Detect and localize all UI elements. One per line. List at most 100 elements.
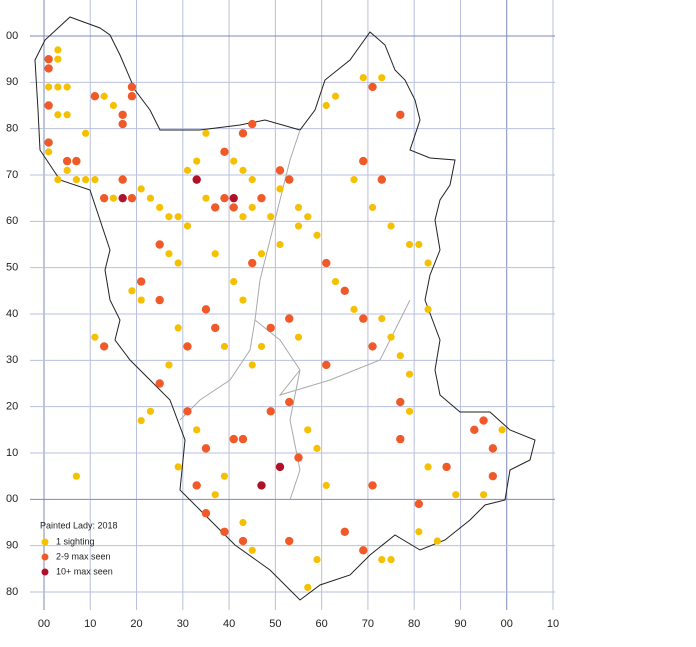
- record-dot: [54, 46, 62, 54]
- record-dot: [118, 193, 127, 203]
- record-dot: [387, 222, 395, 230]
- record-dot: [424, 259, 432, 267]
- x-tick-label: 40: [223, 618, 235, 630]
- record-dot: [359, 74, 367, 82]
- record-dot: [174, 324, 182, 332]
- record-dot: [220, 527, 229, 536]
- record-dot: [479, 416, 488, 425]
- record-dot: [267, 213, 275, 221]
- record-dot: [294, 203, 303, 212]
- record-dot: [331, 92, 340, 100]
- legend-label: 1 sighting: [56, 536, 95, 546]
- x-tick-label: 20: [130, 618, 142, 630]
- y-tick-label: 60: [6, 215, 18, 227]
- record-dot: [136, 277, 146, 286]
- record-dot: [248, 119, 257, 129]
- record-dot: [488, 471, 498, 481]
- record-dot: [183, 407, 192, 416]
- record-dot: [202, 129, 210, 137]
- record-dot: [44, 101, 53, 110]
- record-dot: [257, 250, 266, 258]
- record-dot: [201, 509, 211, 518]
- record-dot: [304, 213, 312, 221]
- record-dot: [146, 194, 155, 202]
- record-dot: [322, 101, 330, 110]
- x-tick-label: 10: [547, 618, 559, 630]
- record-dot: [137, 185, 145, 193]
- y-tick-label: 70: [6, 169, 18, 181]
- legend-label: 2-9 max seen: [56, 551, 111, 561]
- record-dot: [266, 407, 275, 416]
- y-tick-label: 10: [6, 447, 18, 459]
- record-dot: [44, 64, 53, 73]
- record-dot: [128, 287, 136, 295]
- x-tick-label: 00: [38, 618, 50, 630]
- record-dot: [248, 203, 256, 212]
- y-tick-label: 30: [6, 354, 18, 366]
- grid: [30, 0, 555, 610]
- record-dot: [202, 194, 210, 202]
- y-tick-label: 90: [6, 540, 18, 552]
- record-dot: [229, 203, 238, 212]
- record-dot: [127, 82, 137, 92]
- y-tick-label: 20: [6, 401, 18, 413]
- record-dot: [239, 166, 247, 174]
- record-dot: [174, 463, 182, 471]
- record-dot: [248, 546, 256, 554]
- y-tick-label: 00: [6, 30, 18, 42]
- record-dot: [62, 156, 72, 166]
- record-dot: [45, 83, 53, 91]
- y-tick-label: 50: [6, 262, 18, 274]
- legend-label: 10+ max seen: [56, 566, 113, 576]
- record-dot: [433, 537, 441, 545]
- legend: Painted Lady: 2018 1 sighting 2-9 max seen…: [40, 520, 118, 576]
- record-dot: [155, 379, 164, 388]
- record-dot: [99, 193, 109, 203]
- record-dot: [183, 342, 192, 351]
- record-dot: [350, 176, 358, 184]
- record-dot: [174, 259, 182, 267]
- record-dot: [193, 426, 201, 434]
- record-dot: [99, 342, 109, 351]
- record-dot: [257, 481, 266, 490]
- record-dot: [90, 92, 100, 101]
- record-dot: [146, 407, 155, 415]
- record-dot: [192, 481, 201, 490]
- record-dot: [165, 361, 173, 369]
- record-dot: [285, 314, 294, 323]
- record-dot: [239, 213, 247, 221]
- legend-swatch: [41, 538, 49, 546]
- record-dot: [378, 555, 386, 564]
- x-tick-label: 60: [316, 618, 328, 630]
- record-dot: [238, 434, 248, 444]
- record-dot: [118, 175, 127, 184]
- record-dot: [156, 203, 164, 212]
- record-dot: [405, 370, 414, 378]
- record-dot: [239, 518, 247, 527]
- record-dot: [82, 176, 90, 184]
- record-dot: [424, 463, 432, 471]
- record-dot: [155, 295, 164, 305]
- record-dot: [192, 175, 201, 184]
- record-dot: [165, 213, 173, 221]
- record-dot: [174, 213, 182, 221]
- record-dot: [266, 323, 275, 333]
- record-dot: [211, 491, 219, 499]
- record-dot: [201, 444, 211, 453]
- record-dot: [340, 527, 349, 536]
- record-dot: [442, 462, 451, 472]
- record-dot: [285, 175, 294, 184]
- record-dot: [405, 407, 414, 415]
- record-dot: [368, 481, 377, 490]
- y-tick-label: 00: [6, 493, 18, 505]
- record-dot: [359, 314, 368, 323]
- record-dot: [368, 203, 377, 212]
- record-dot: [405, 240, 414, 249]
- record-dot: [238, 536, 248, 546]
- record-dot: [396, 434, 405, 444]
- record-dot: [230, 277, 238, 286]
- record-dot: [220, 472, 229, 480]
- x-tick-label: 30: [177, 618, 189, 630]
- legend-title: Painted Lady: 2018: [40, 520, 118, 530]
- record-dot: [378, 315, 386, 323]
